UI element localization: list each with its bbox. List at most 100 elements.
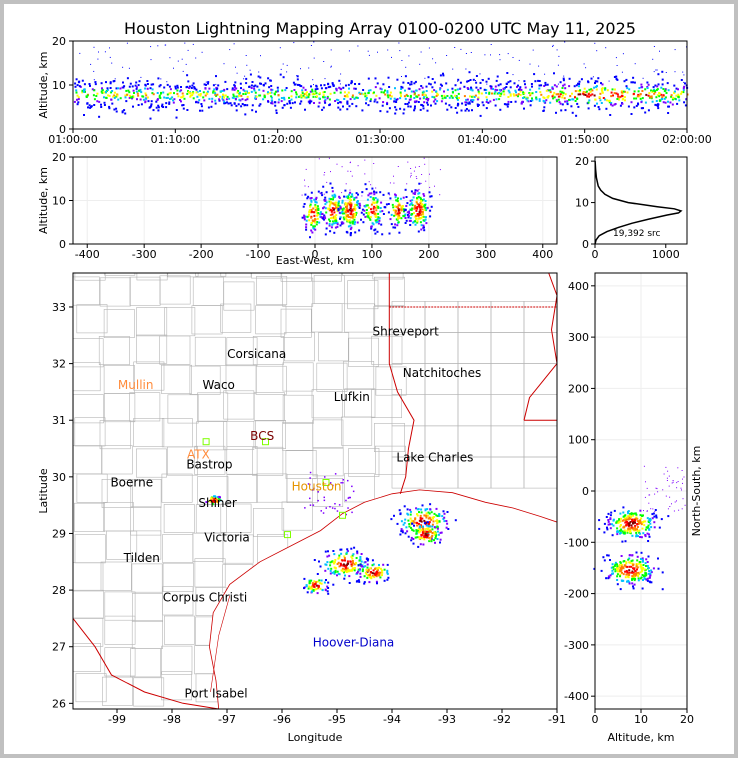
ns-sparse-point bbox=[656, 488, 658, 490]
ew-source-point bbox=[362, 213, 365, 216]
at-source-point bbox=[546, 83, 549, 86]
ns-source-point bbox=[623, 532, 626, 535]
at-source-point bbox=[496, 92, 499, 95]
ew-sparse-point bbox=[415, 176, 417, 178]
at-sparse-point bbox=[518, 59, 520, 61]
at-source-point bbox=[214, 102, 217, 105]
ew-source-point bbox=[421, 208, 424, 211]
at-sparse-point bbox=[529, 63, 531, 65]
map-source-point bbox=[428, 536, 430, 539]
ew-source-point bbox=[422, 224, 425, 227]
at-source-point bbox=[677, 88, 679, 91]
ns-source-point bbox=[649, 522, 652, 525]
at-sparse-point bbox=[484, 54, 486, 56]
at-source-point bbox=[322, 91, 325, 94]
at-source-point bbox=[439, 87, 442, 90]
at-source-point bbox=[225, 98, 228, 101]
at-source-point bbox=[223, 100, 226, 103]
ew-source-point bbox=[342, 207, 345, 210]
map-source-point bbox=[418, 511, 420, 514]
at-source-point bbox=[270, 91, 273, 94]
at-source-point bbox=[650, 89, 652, 92]
ns-source-point bbox=[639, 563, 642, 566]
at-source-point bbox=[440, 100, 443, 103]
map-source-point bbox=[371, 564, 374, 567]
at-source-point bbox=[88, 83, 91, 85]
at-source-point bbox=[235, 95, 238, 98]
at-source-point bbox=[101, 87, 103, 90]
map-source-point bbox=[375, 571, 378, 574]
at-source-point bbox=[316, 87, 319, 90]
map-sparse-point bbox=[304, 507, 306, 509]
at-source-point bbox=[408, 87, 411, 90]
ew-source-point bbox=[351, 195, 354, 198]
map-source-point bbox=[420, 529, 423, 532]
at-sparse-point bbox=[169, 57, 171, 59]
map-sparse-point bbox=[345, 499, 347, 502]
ns-source-point bbox=[626, 531, 629, 534]
at-source-point bbox=[239, 91, 241, 94]
at-source-point bbox=[165, 106, 168, 109]
at-source-point bbox=[648, 92, 651, 95]
at-source-point bbox=[675, 94, 678, 97]
ew-source-point bbox=[314, 228, 317, 231]
map-source-point bbox=[331, 560, 334, 563]
ns-source-point bbox=[652, 567, 655, 570]
ew-sparse-point bbox=[439, 169, 441, 171]
at-source-point bbox=[197, 93, 200, 96]
at-source-point bbox=[379, 87, 382, 90]
ns-source-point bbox=[638, 529, 641, 532]
ew-source-point bbox=[423, 229, 426, 232]
at-sparse-point bbox=[674, 49, 676, 51]
ns-source-point bbox=[636, 563, 639, 566]
ew-source-point bbox=[370, 192, 373, 195]
map-source-point bbox=[205, 501, 208, 504]
ew-source-point bbox=[314, 221, 317, 224]
at-source-point bbox=[205, 83, 207, 86]
ew-source-point bbox=[319, 211, 322, 214]
ew-source-point bbox=[329, 200, 332, 203]
map-source-point bbox=[423, 519, 426, 522]
ns-source-point bbox=[636, 528, 638, 531]
at-source-point bbox=[522, 97, 525, 99]
map-sparse-point bbox=[312, 504, 315, 506]
at-source-point bbox=[269, 92, 272, 94]
map-source-point bbox=[433, 526, 436, 529]
ew-source-point bbox=[320, 216, 323, 219]
map-source-point bbox=[404, 532, 407, 535]
at-source-point bbox=[450, 106, 453, 109]
at-source-point bbox=[608, 99, 611, 102]
at-source-point bbox=[335, 89, 338, 92]
map-sparse-point bbox=[347, 507, 349, 509]
map-source-point bbox=[366, 574, 369, 577]
ns-source-point bbox=[630, 565, 633, 568]
at-source-point bbox=[598, 96, 601, 99]
map-sparse-point bbox=[351, 511, 353, 514]
hist-plot-border bbox=[594, 156, 688, 245]
ew-x-tick-label: -200 bbox=[189, 248, 214, 261]
map-source-point bbox=[218, 498, 221, 501]
at-source-point bbox=[195, 88, 198, 91]
ew-source-point bbox=[353, 198, 356, 201]
at-source-point bbox=[578, 80, 581, 83]
map-source-point bbox=[405, 526, 408, 529]
at-source-point bbox=[505, 86, 508, 88]
at-source-point bbox=[557, 98, 560, 101]
at-source-point bbox=[493, 92, 496, 95]
at-source-point bbox=[675, 87, 678, 90]
ew-source-point bbox=[411, 207, 414, 210]
at-sparse-point bbox=[185, 63, 187, 65]
at-source-point bbox=[129, 94, 131, 97]
ew-sparse-point bbox=[425, 180, 427, 182]
at-source-point bbox=[105, 81, 107, 84]
ew-source-point bbox=[331, 190, 334, 193]
at-source-point bbox=[322, 106, 325, 109]
ns-source-point bbox=[629, 561, 632, 564]
at-source-point bbox=[451, 91, 454, 94]
at-source-point bbox=[113, 91, 116, 94]
at-source-point bbox=[521, 101, 524, 104]
county-boundary bbox=[73, 276, 100, 306]
at-sparse-point bbox=[552, 44, 554, 46]
map-source-point bbox=[424, 534, 427, 537]
